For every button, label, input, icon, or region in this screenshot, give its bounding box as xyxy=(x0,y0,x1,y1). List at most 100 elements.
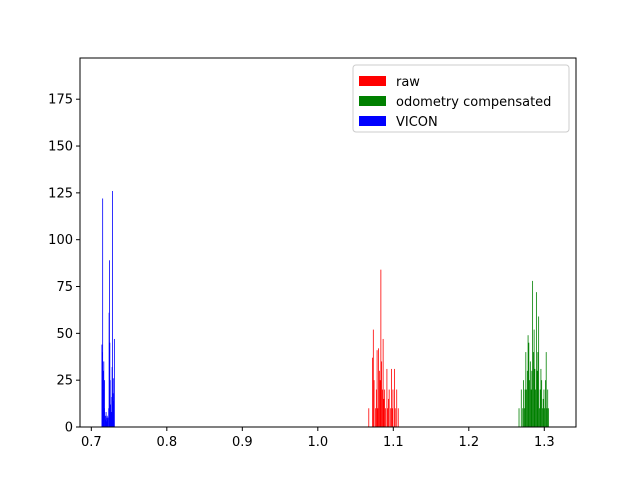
legend-swatch-odometry-compensated xyxy=(359,96,386,106)
bar-raw-9 xyxy=(378,370,380,427)
bar-odometry-compensated-15 xyxy=(532,280,534,427)
y-tick-label: 50 xyxy=(56,327,73,342)
bar-odometry-compensated-4 xyxy=(523,408,525,427)
bar-raw-21 xyxy=(388,389,390,427)
x-tick-label: 1.2 xyxy=(458,435,479,450)
bar-odometry-compensated-10 xyxy=(528,342,530,427)
legend-swatch-raw xyxy=(359,76,386,86)
y-axis: 0 25 50 75 100 125 150 175 xyxy=(48,93,80,436)
bar-odometry-compensated-17 xyxy=(533,329,535,427)
bar-raw-3 xyxy=(373,380,375,427)
bar-raw-0 xyxy=(368,408,370,427)
bar-odometry-compensated-11 xyxy=(529,380,530,427)
bar-odometry-compensated-34 xyxy=(546,408,548,427)
bar-odometry-compensated-6 xyxy=(525,352,527,427)
bar-raw-25 xyxy=(392,389,394,427)
bar-odometry-compensated-22 xyxy=(537,352,539,427)
bar-odometry-compensated-25 xyxy=(539,389,541,427)
bar-odometry-compensated-7 xyxy=(526,389,527,427)
plot-frame xyxy=(79,57,577,428)
bar-raw-13 xyxy=(381,389,383,427)
bar-vicon-7 xyxy=(104,380,105,427)
bar-raw-27 xyxy=(394,408,396,427)
legend-label-odometry-compensated: odometry compensated xyxy=(396,95,551,110)
bar-raw-5 xyxy=(375,389,377,427)
bar-raw-14 xyxy=(382,338,384,427)
bar-vicon-5 xyxy=(103,361,105,427)
bar-odometry-compensated-29 xyxy=(542,398,544,427)
x-tick-label: 1.0 xyxy=(307,435,328,450)
bar-raw-4 xyxy=(375,408,376,427)
bar-raw-2 xyxy=(372,329,374,427)
bar-raw-16 xyxy=(384,389,386,427)
bar-vicon-15 xyxy=(107,417,109,427)
bar-odometry-compensated-1 xyxy=(520,389,522,427)
bar-odometry-compensated-31 xyxy=(544,408,546,427)
bar-odometry-compensated-21 xyxy=(536,370,538,427)
y-tick-label: 75 xyxy=(56,280,73,295)
bar-raw-17 xyxy=(385,408,386,427)
bar-raw-18 xyxy=(386,368,388,427)
bar-vicon-26 xyxy=(112,190,113,427)
bar-odometry-compensated-2 xyxy=(522,408,524,427)
bar-vicon-2 xyxy=(102,198,104,427)
bar-raw-26 xyxy=(394,368,395,427)
x-tick-label: 0.8 xyxy=(156,435,177,450)
legend-box xyxy=(352,64,570,133)
bars-layer xyxy=(101,190,549,427)
x-axis: 0.7 0.8 0.9 1.0 1.1 1.2 1.3 xyxy=(81,427,555,450)
bar-odometry-compensated-24 xyxy=(539,408,540,427)
bar-raw-29 xyxy=(397,408,399,427)
bar-raw-12 xyxy=(381,361,383,427)
bar-odometry-compensated-9 xyxy=(527,335,529,427)
y-tick-label: 25 xyxy=(56,374,73,389)
bar-vicon-31 xyxy=(113,338,115,427)
bar-odometry-compensated-20 xyxy=(535,292,537,427)
bar-raw-8 xyxy=(378,348,379,427)
bar-odometry-compensated-0 xyxy=(518,408,520,427)
y-tick-label: 175 xyxy=(48,93,73,108)
bar-raw-22 xyxy=(390,408,392,427)
bar-odometry-compensated-14 xyxy=(531,370,533,427)
bar-odometry-compensated-27 xyxy=(541,380,543,427)
bar-odometry-compensated-28 xyxy=(542,408,543,427)
bar-odometry-compensated-16 xyxy=(532,352,534,427)
bar-odometry-compensated-5 xyxy=(524,389,526,427)
x-tick-label: 1.1 xyxy=(383,435,404,450)
bar-odometry-compensated-23 xyxy=(538,316,540,427)
legend-label-raw: raw xyxy=(396,75,420,90)
x-tick-label: 0.9 xyxy=(232,435,253,450)
bar-odometry-compensated-12 xyxy=(529,361,531,427)
bar-raw-15 xyxy=(383,398,385,427)
legend-swatch-vicon xyxy=(359,116,386,126)
bar-raw-20 xyxy=(388,398,389,427)
bar-raw-19 xyxy=(387,408,389,427)
bar-raw-24 xyxy=(391,408,393,427)
bar-raw-1 xyxy=(372,357,373,427)
bar-odometry-compensated-19 xyxy=(535,389,537,427)
bar-odometry-compensated-13 xyxy=(530,389,532,427)
legend: raw odometry compensated VICON xyxy=(352,64,570,133)
bar-odometry-compensated-33 xyxy=(545,352,547,427)
bar-odometry-compensated-8 xyxy=(526,370,528,427)
y-tick-label: 0 xyxy=(65,421,73,436)
bar-odometry-compensated-30 xyxy=(543,389,545,427)
bar-odometry-compensated-26 xyxy=(540,368,542,427)
bar-raw-28 xyxy=(396,389,398,427)
y-tick-label: 125 xyxy=(48,186,73,201)
y-tick-label: 100 xyxy=(48,233,73,248)
bar-raw-7 xyxy=(377,408,379,427)
bar-raw-23 xyxy=(391,368,392,427)
legend-label-vicon: VICON xyxy=(396,115,438,130)
bar-vicon-20 xyxy=(109,380,111,427)
bar-odometry-compensated-32 xyxy=(545,380,546,427)
bar-raw-6 xyxy=(376,350,378,427)
x-tick-label: 1.3 xyxy=(534,435,555,450)
y-tick-label: 150 xyxy=(48,140,73,155)
bar-raw-10 xyxy=(379,380,381,427)
bar-odometry-compensated-35 xyxy=(547,389,549,427)
x-tick-label: 0.7 xyxy=(81,435,102,450)
bar-odometry-compensated-18 xyxy=(534,368,536,427)
bar-raw-11 xyxy=(380,269,382,427)
